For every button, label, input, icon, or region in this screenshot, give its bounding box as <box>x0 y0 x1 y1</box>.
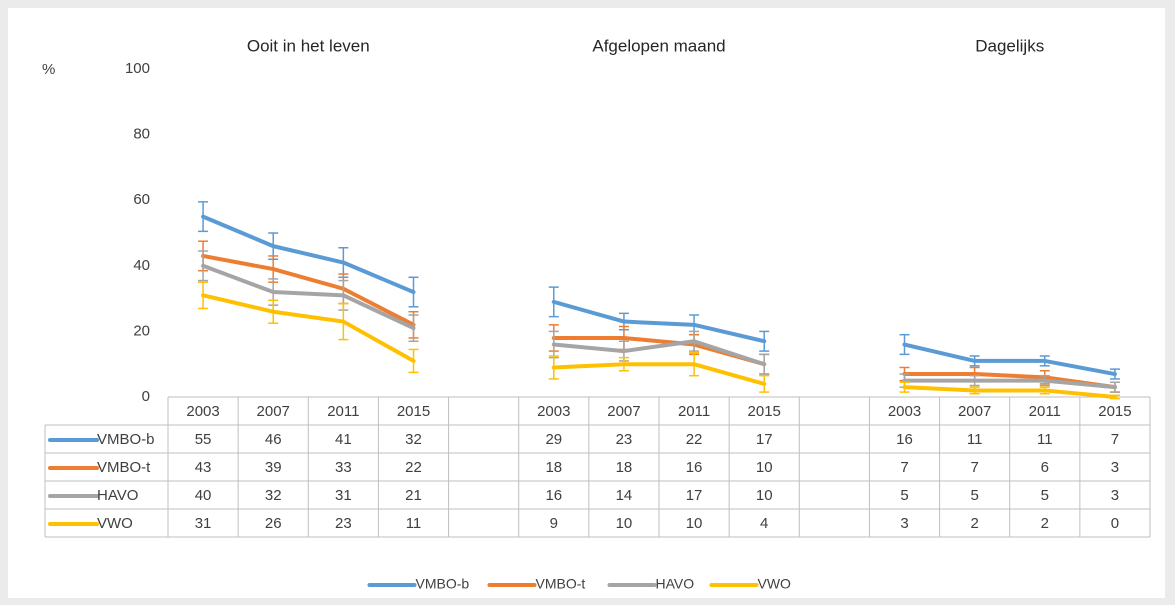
group-label: Dagelijks <box>975 36 1044 55</box>
table-cell: 11 <box>1037 431 1053 448</box>
table-cell: 11 <box>967 431 983 448</box>
y-tick-label: 20 <box>133 322 150 339</box>
table-cell: 14 <box>616 487 633 504</box>
table-row-label: VMBO-b <box>97 431 155 448</box>
table-cell: 31 <box>335 487 352 504</box>
table-cell: 5 <box>1041 487 1049 504</box>
x-tick-label: 2003 <box>186 403 219 420</box>
table-cell: 18 <box>545 459 562 476</box>
table-cell: 5 <box>970 487 978 504</box>
x-tick-label: 2015 <box>748 403 781 420</box>
group-label: Ooit in het leven <box>247 36 370 55</box>
table-cell: 22 <box>405 459 422 476</box>
table-cell: 16 <box>545 487 562 504</box>
table-cell: 7 <box>1111 431 1119 448</box>
table-row-label: VMBO-t <box>97 459 151 476</box>
table-cell: 2 <box>970 515 978 532</box>
legend-label: VMBO-b <box>416 576 470 592</box>
table-cell: 32 <box>265 487 282 504</box>
table-cell: 10 <box>616 515 633 532</box>
table-cell: 17 <box>756 431 773 448</box>
x-tick-label: 2011 <box>1029 403 1061 420</box>
y-tick-label: 40 <box>133 257 150 274</box>
table-cell: 29 <box>545 431 562 448</box>
table-cell: 9 <box>550 515 558 532</box>
table-row-label: VWO <box>97 515 133 532</box>
series-line <box>201 263 1117 390</box>
table-cell: 33 <box>335 459 352 476</box>
table-cell: 16 <box>896 431 913 448</box>
table-row-label: HAVO <box>97 487 138 504</box>
table-cell: 32 <box>405 431 422 448</box>
x-tick-label: 2015 <box>1098 403 1131 420</box>
legend-label: VMBO-t <box>536 576 586 592</box>
table-cell: 43 <box>195 459 212 476</box>
series-line <box>201 214 1117 377</box>
table-cell: 40 <box>195 487 212 504</box>
x-tick-label: 2015 <box>397 403 430 420</box>
table-cell: 18 <box>616 459 633 476</box>
table-cell: 39 <box>265 459 282 476</box>
table-cell: 7 <box>900 459 908 476</box>
table-cell: 41 <box>335 431 352 448</box>
table-cell: 6 <box>1041 459 1049 476</box>
table-cell: 21 <box>405 487 422 504</box>
table-cell: 55 <box>195 431 212 448</box>
table-cell: 3 <box>1111 487 1119 504</box>
table-cell: 2 <box>1041 515 1049 532</box>
table-cell: 46 <box>265 431 282 448</box>
table-cell: 22 <box>686 431 703 448</box>
table-cell: 3 <box>900 515 908 532</box>
y-tick-label: 80 <box>133 126 150 143</box>
table-cell: 4 <box>760 515 768 532</box>
x-tick-label: 2011 <box>327 403 359 420</box>
table-cell: 26 <box>265 515 282 532</box>
y-tick-label: 0 <box>142 388 150 405</box>
x-tick-label: 2011 <box>678 403 710 420</box>
table-cell: 0 <box>1111 515 1119 532</box>
table-cell: 17 <box>686 487 703 504</box>
table-cell: 10 <box>756 487 773 504</box>
x-tick-label: 2007 <box>958 403 991 420</box>
legend-label: VWO <box>758 576 792 592</box>
table-cell: 11 <box>406 515 422 532</box>
table-cell: 10 <box>686 515 703 532</box>
series-line <box>201 293 1117 399</box>
x-tick-label: 2007 <box>607 403 640 420</box>
table-cell: 23 <box>335 515 352 532</box>
table-cell: 16 <box>686 459 703 476</box>
y-tick-label: 60 <box>133 191 150 208</box>
table-cell: 10 <box>756 459 773 476</box>
table-cell: 5 <box>900 487 908 504</box>
y-axis-label: % <box>42 61 55 78</box>
chart-background <box>8 8 1165 598</box>
x-tick-label: 2003 <box>888 403 921 420</box>
group-label: Afgelopen maand <box>592 36 725 55</box>
y-tick-label: 100 <box>125 60 150 77</box>
table-cell: 3 <box>1111 459 1119 476</box>
legend-label: HAVO <box>656 576 695 592</box>
table-cell: 31 <box>195 515 212 532</box>
x-tick-label: 2003 <box>537 403 570 420</box>
table-cell: 7 <box>970 459 978 476</box>
x-tick-label: 2007 <box>257 403 290 420</box>
table-cell: 23 <box>616 431 633 448</box>
